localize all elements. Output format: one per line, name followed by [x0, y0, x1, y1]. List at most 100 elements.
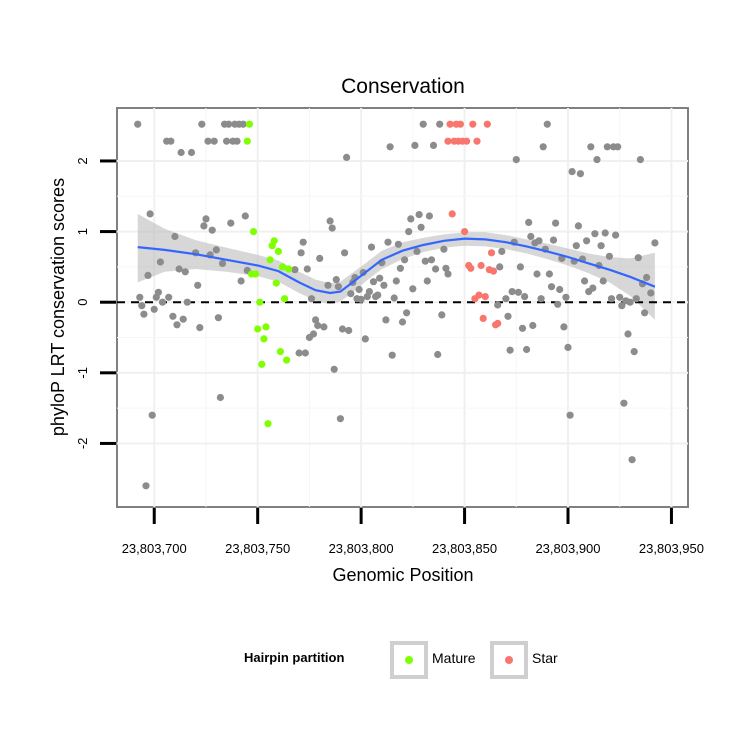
point-other: [597, 242, 605, 250]
point-star: [479, 314, 487, 322]
point-other: [415, 211, 423, 219]
point-other: [357, 295, 365, 303]
point-other: [386, 143, 394, 151]
point-other: [303, 265, 311, 273]
point-other: [365, 288, 373, 296]
point-other: [388, 351, 396, 359]
point-other: [380, 281, 388, 289]
point-star: [473, 137, 481, 145]
point-other: [295, 349, 303, 357]
point-other: [587, 143, 595, 151]
point-other: [142, 482, 150, 490]
legend-title: Hairpin partition: [244, 650, 345, 665]
y-tick-label: 0: [75, 299, 90, 306]
legend-label-mature: Mature: [432, 650, 476, 666]
point-other: [167, 137, 175, 145]
point-other: [523, 345, 531, 354]
y-tick-label: -2: [75, 438, 90, 450]
point-other: [334, 283, 342, 291]
point-star: [448, 210, 456, 218]
point-other: [200, 222, 208, 230]
point-other: [227, 219, 235, 227]
point-star: [483, 120, 491, 128]
point-other: [527, 232, 535, 241]
point-other: [312, 316, 320, 324]
point-other: [169, 312, 177, 320]
point-other: [589, 284, 597, 292]
point-other: [233, 137, 241, 145]
point-other: [425, 212, 433, 220]
point-mature: [278, 263, 287, 271]
point-other: [175, 265, 183, 273]
point-other: [187, 148, 196, 157]
point-other: [634, 254, 642, 262]
point-other: [369, 278, 378, 286]
point-other: [202, 215, 210, 223]
point-other: [518, 324, 527, 332]
point-other: [583, 237, 591, 245]
point-other: [516, 263, 525, 271]
chart-title: Conservation: [341, 75, 465, 98]
point-other: [545, 270, 554, 278]
point-other: [427, 256, 436, 264]
point-other: [630, 348, 638, 356]
point-other: [198, 120, 206, 128]
point-other: [336, 415, 344, 423]
point-other: [564, 343, 572, 351]
point-other: [554, 300, 562, 308]
point-other: [593, 156, 601, 164]
point-other: [183, 298, 191, 306]
point-other: [237, 277, 245, 285]
point-other: [434, 350, 442, 359]
point-other: [156, 258, 164, 266]
point-star: [481, 293, 489, 301]
point-other: [581, 277, 589, 285]
point-mature: [256, 298, 264, 306]
point-other: [512, 156, 520, 164]
point-other: [496, 263, 504, 271]
point-other: [382, 316, 390, 324]
smooth-line: [137, 237, 656, 295]
point-other: [177, 148, 185, 157]
legend-dot-star: [505, 656, 513, 664]
point-other: [508, 288, 516, 296]
x-tick-label: 23,803,750: [225, 541, 290, 556]
point-other: [196, 324, 204, 332]
point-mature: [252, 270, 260, 278]
x-tick-label: 23,803,850: [432, 541, 497, 556]
x-axis-title: Genomic Position: [332, 565, 473, 585]
point-other: [374, 291, 382, 299]
point-other: [504, 312, 512, 320]
point-other: [212, 246, 220, 254]
point-other: [324, 281, 332, 289]
point-other: [419, 120, 427, 128]
point-other: [309, 330, 318, 338]
point-other: [612, 231, 620, 239]
point-other: [134, 120, 142, 128]
point-other: [647, 289, 655, 297]
point-other: [210, 137, 218, 145]
y-tick-label: 1: [75, 228, 90, 235]
point-other: [297, 249, 305, 257]
point-star: [463, 137, 471, 145]
point-other: [398, 318, 407, 326]
point-other: [641, 309, 649, 317]
point-other: [148, 411, 156, 419]
point-other: [562, 293, 570, 301]
legend-key-star: [490, 641, 528, 679]
point-other: [411, 141, 419, 149]
confidence-band: [137, 213, 655, 320]
point-other: [403, 309, 411, 317]
point-other: [376, 274, 384, 282]
point-star: [494, 319, 502, 327]
point-other: [173, 321, 181, 329]
points-layer: [134, 120, 659, 490]
y-axis: -2 -1 0 1 2: [75, 157, 116, 449]
x-tick-label: 23,803,950: [639, 541, 704, 556]
point-other: [291, 266, 299, 274]
confidence-band-layer: [137, 213, 655, 320]
point-other: [502, 295, 510, 303]
point-other: [576, 170, 585, 178]
point-other: [533, 270, 541, 278]
point-other: [417, 223, 425, 231]
